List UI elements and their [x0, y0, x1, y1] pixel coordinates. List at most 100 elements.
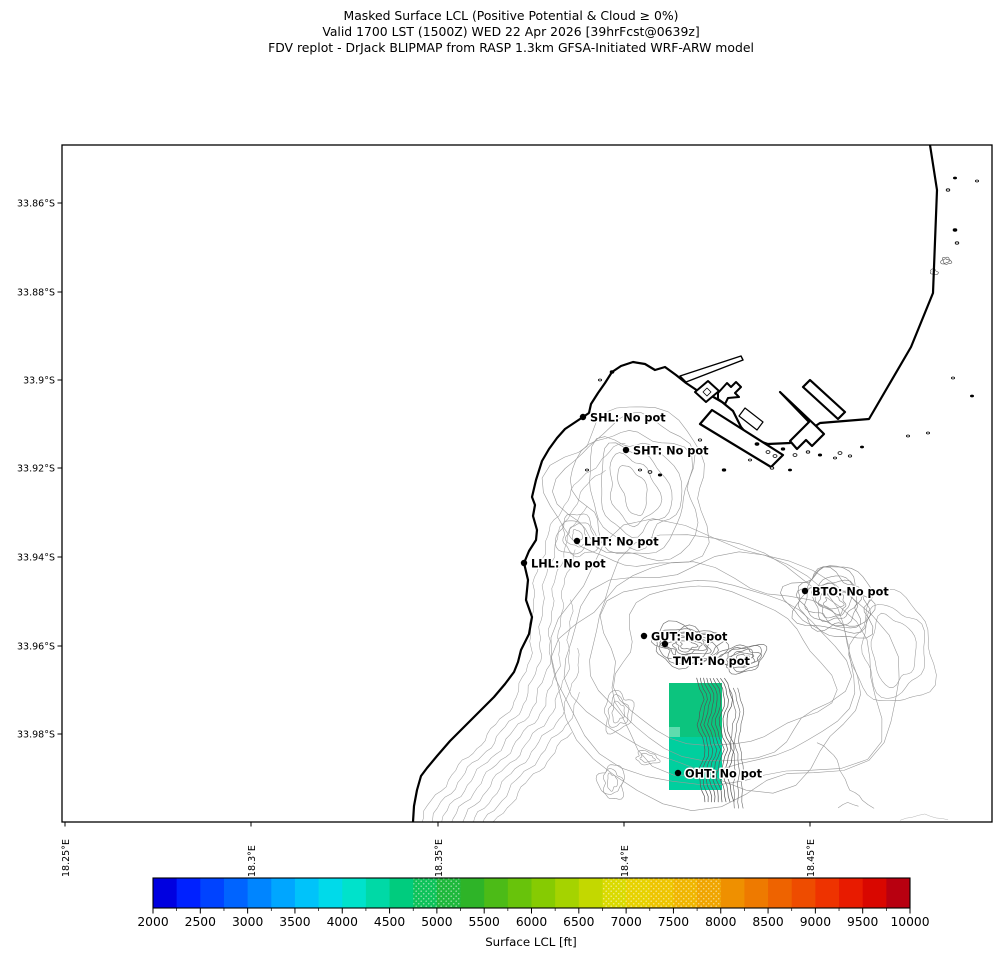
islet-speck	[906, 434, 911, 438]
contour-line	[462, 599, 574, 822]
contour-line	[451, 549, 576, 822]
x-tick-label: 18.4°E	[620, 845, 631, 877]
contour-line	[735, 653, 750, 663]
colorbar-tick-label: 3000	[232, 915, 263, 929]
station-label: LHL: No pot	[531, 558, 606, 571]
colorbar-tick-label: 10000	[890, 915, 929, 929]
contour-line	[550, 534, 883, 785]
contour-line	[589, 436, 683, 552]
colorbar-cell	[578, 878, 603, 908]
map-border	[61, 144, 993, 823]
station-label: TMT: No pot	[673, 655, 750, 668]
islet-speck	[847, 454, 853, 458]
islet-speck	[837, 451, 843, 455]
colorbar-tick-label: 8000	[705, 915, 736, 929]
contour-line	[563, 551, 861, 794]
contour-line	[795, 575, 862, 629]
colorbar-cell	[839, 878, 864, 908]
islet-speck	[833, 456, 838, 460]
colorbar-tick-label: 5000	[421, 915, 452, 929]
colorbar-tick-label: 5500	[469, 915, 500, 929]
contour-line	[814, 587, 852, 619]
harbor-pier	[778, 390, 826, 451]
contour-line	[838, 802, 859, 809]
colorbar-cell	[223, 878, 249, 908]
colorbar-tick-label: 4500	[374, 915, 405, 929]
colorbar-cell	[791, 878, 816, 908]
colorbar-cell	[815, 878, 840, 908]
harbor-pier	[801, 378, 847, 421]
colorbar-tick-label: 8500	[752, 915, 783, 929]
contour-line	[595, 764, 625, 800]
contour-line	[562, 520, 595, 555]
colorbar-tick-label: 7500	[658, 915, 689, 929]
islet-speck	[780, 447, 786, 451]
islet-speck	[754, 442, 760, 446]
station-label: SHL: No pot	[590, 412, 666, 425]
islet-speck	[585, 468, 590, 472]
islet-speck	[975, 179, 980, 183]
colorbar-cell	[886, 878, 911, 908]
islet-speck	[697, 438, 703, 442]
islet-speck	[954, 241, 960, 245]
contour-line	[870, 612, 917, 688]
contour-line	[816, 742, 875, 809]
contour-line	[635, 750, 661, 766]
contour-line	[797, 566, 871, 632]
contour-line	[930, 268, 939, 275]
islet-speck	[970, 394, 975, 398]
contour-line	[655, 620, 730, 670]
colorbar-title: Surface LCL [ft]	[485, 935, 577, 949]
station-marker	[674, 769, 682, 777]
station-marker	[801, 587, 809, 595]
y-tick-label: 33.92°S	[17, 464, 55, 475]
contour-line	[811, 582, 858, 622]
y-tick-label: 33.88°S	[17, 288, 55, 299]
islet-speck	[609, 370, 615, 374]
contour-line	[604, 690, 635, 735]
contour-line	[822, 593, 845, 610]
title-line-2: Valid 1700 LST (1500Z) WED 22 Apr 2026 […	[322, 24, 700, 39]
islet-speck	[647, 470, 653, 474]
colorbar-cell	[271, 878, 296, 908]
colorbar-tick-label: 2500	[185, 915, 216, 929]
station-label: SHT: No pot	[633, 445, 709, 458]
islet-speck	[657, 473, 663, 477]
x-tick-label: 18.3°E	[247, 845, 258, 877]
colorbar-cell	[389, 878, 414, 908]
x-tick-label: 18.45°E	[806, 839, 817, 877]
contour-line	[733, 687, 741, 809]
islet-speck	[952, 228, 958, 232]
contour-line	[565, 523, 589, 548]
contour-line	[617, 465, 648, 516]
colorbar-tick-label: 4000	[327, 915, 358, 929]
contour-line	[940, 256, 953, 265]
x-tick-label: 18.35°E	[434, 839, 445, 877]
contour-line	[658, 624, 719, 662]
contour-line	[699, 677, 710, 803]
contour-line	[728, 687, 737, 809]
contour-line	[696, 677, 706, 803]
contour-line	[599, 580, 852, 762]
contour-line	[492, 732, 572, 822]
islet-speck	[721, 468, 727, 472]
station-marker	[661, 640, 669, 648]
contour-line	[706, 677, 718, 803]
y-tick-label: 33.9°S	[23, 376, 55, 387]
contour-line	[780, 566, 874, 639]
islet-speck	[805, 450, 811, 454]
colorbar-tick-label: 7000	[610, 915, 641, 929]
contour-line	[817, 590, 847, 616]
colorbar-tick-label: 6000	[516, 915, 547, 929]
islet-speck	[817, 453, 823, 457]
islet-speck	[769, 466, 775, 470]
station-marker	[622, 446, 630, 454]
contour-line	[603, 768, 624, 795]
y-tick-label: 33.96°S	[17, 642, 55, 653]
contour-line	[611, 700, 625, 724]
contour-line	[716, 678, 729, 803]
islet-speck	[638, 468, 643, 472]
title-line-3: FDV replot - DrJack BLIPMAP from RASP 1.…	[268, 40, 754, 55]
colorbar-cell	[862, 878, 887, 908]
